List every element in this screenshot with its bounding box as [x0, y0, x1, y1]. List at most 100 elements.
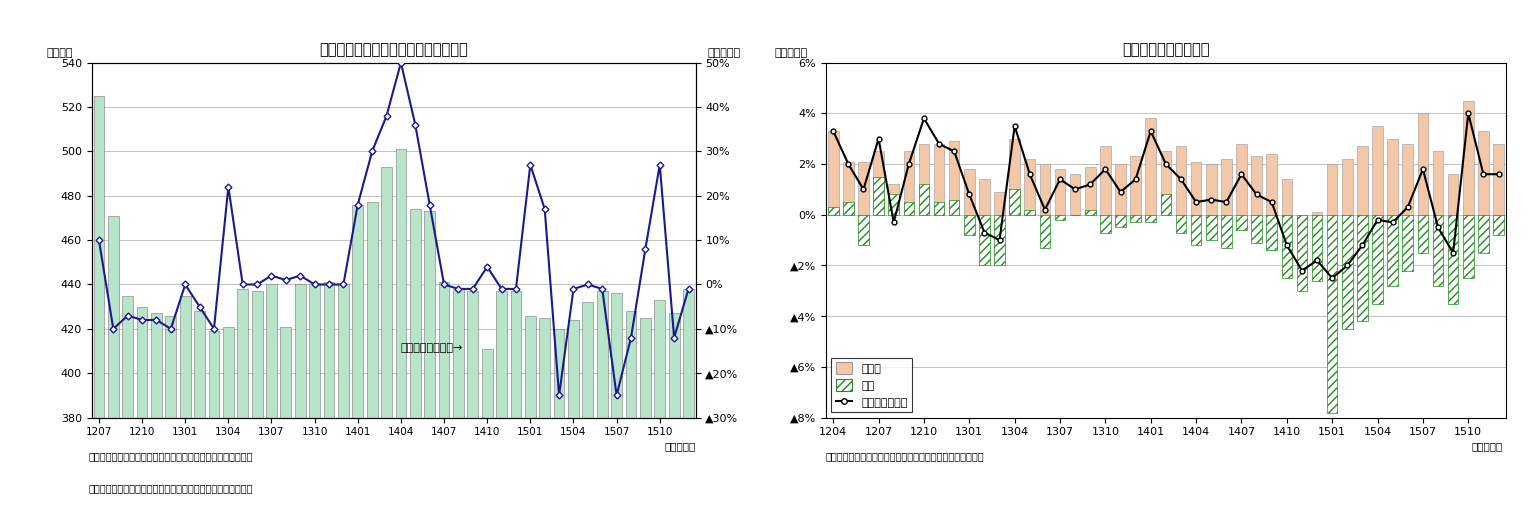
Bar [1099, 146, 1110, 215]
Bar [1235, 144, 1246, 215]
Bar [1176, 215, 1187, 232]
Bar [497, 291, 508, 522]
Bar [1055, 169, 1066, 215]
Bar [963, 215, 974, 235]
Bar [1372, 126, 1382, 215]
Bar [1024, 210, 1035, 215]
Bar [1115, 215, 1125, 228]
Bar [1130, 215, 1141, 222]
Bar [625, 311, 636, 522]
Bar [1055, 215, 1066, 220]
Bar [1387, 139, 1398, 215]
Bar [1206, 164, 1217, 215]
Bar [1297, 215, 1307, 220]
Text: （資料）日本フードサービス協会「外食産業市場動向調査」: （資料）日本フードサービス協会「外食産業市場動向調査」 [826, 452, 985, 461]
Text: （年・月）: （年・月） [665, 441, 696, 451]
Bar [979, 179, 989, 215]
Bar [1040, 164, 1050, 215]
Bar [934, 144, 945, 215]
Bar [904, 151, 914, 215]
Bar [641, 318, 651, 522]
Bar [93, 96, 104, 522]
Bar [994, 215, 1005, 266]
Bar [1433, 151, 1443, 215]
Bar [888, 195, 899, 215]
Bar [827, 207, 838, 215]
Bar [1402, 144, 1413, 215]
Bar [919, 184, 930, 215]
Bar [396, 149, 407, 522]
Bar [1358, 215, 1368, 321]
Bar [468, 291, 479, 522]
Bar [1494, 144, 1505, 215]
Bar [1281, 215, 1292, 278]
Legend: 客単価, 客数, 外食産業売上高: 客単価, 客数, 外食産業売上高 [832, 358, 911, 412]
Bar [540, 318, 550, 522]
Bar [1251, 215, 1261, 243]
Bar [309, 284, 320, 522]
Bar [1387, 215, 1398, 286]
Bar [1191, 215, 1202, 245]
Bar [122, 295, 133, 522]
Bar [1070, 174, 1081, 215]
Bar [1312, 215, 1323, 281]
Bar [367, 203, 378, 522]
Bar [596, 291, 607, 522]
Bar [1358, 146, 1368, 215]
Bar [963, 169, 974, 215]
Bar [1327, 215, 1338, 412]
Text: 前年比（右目盛）→: 前年比（右目盛）→ [401, 343, 463, 353]
Bar [950, 199, 960, 215]
Bar [1479, 131, 1489, 215]
Bar [919, 144, 930, 215]
Bar [208, 331, 219, 522]
Bar [180, 295, 191, 522]
Bar [842, 161, 853, 215]
Bar [553, 329, 564, 522]
Bar [453, 289, 463, 522]
Bar [1222, 215, 1232, 248]
Text: （前年比）: （前年比） [775, 48, 807, 57]
Text: （注）季節調整済・年率換算値（季節調整は当研究所による）: （注）季節調整済・年率換算値（季節調整は当研究所による） [89, 452, 254, 461]
Bar [1342, 159, 1353, 215]
Bar [252, 291, 263, 522]
Bar [1448, 174, 1459, 215]
Bar [950, 141, 960, 215]
Bar [683, 289, 694, 522]
Bar [583, 302, 593, 522]
Bar [979, 215, 989, 266]
Bar [1417, 215, 1428, 253]
Bar [1130, 157, 1141, 215]
Bar [324, 282, 335, 522]
Bar [888, 184, 899, 215]
Text: （資料）日本自動車販売協会連合会、全国軽自動車協会連合会: （資料）日本自動車販売協会連合会、全国軽自動車協会連合会 [89, 483, 254, 493]
Text: （年・月）: （年・月） [1472, 441, 1503, 451]
Bar [1251, 157, 1261, 215]
Bar [1206, 215, 1217, 240]
Bar [266, 284, 277, 522]
Bar [338, 284, 349, 522]
Bar [1266, 215, 1277, 250]
Bar [654, 300, 665, 522]
Bar [1372, 215, 1382, 303]
Bar [1191, 161, 1202, 215]
Bar [1115, 164, 1125, 215]
Bar [1009, 139, 1020, 215]
Bar [1463, 101, 1474, 215]
Bar [280, 327, 291, 522]
Title: 外食産業売上高の推移: 外食産業売上高の推移 [1122, 42, 1209, 57]
Bar [1145, 118, 1156, 215]
Bar [1161, 151, 1171, 215]
Bar [1494, 215, 1505, 235]
Bar [1266, 154, 1277, 215]
Bar [223, 327, 234, 522]
Bar [511, 291, 521, 522]
Bar [136, 307, 147, 522]
Bar [295, 284, 306, 522]
Bar [151, 313, 162, 522]
Bar [1009, 189, 1020, 215]
Bar [237, 289, 248, 522]
Bar [194, 311, 205, 522]
Bar [524, 316, 535, 522]
Bar [1327, 164, 1338, 215]
